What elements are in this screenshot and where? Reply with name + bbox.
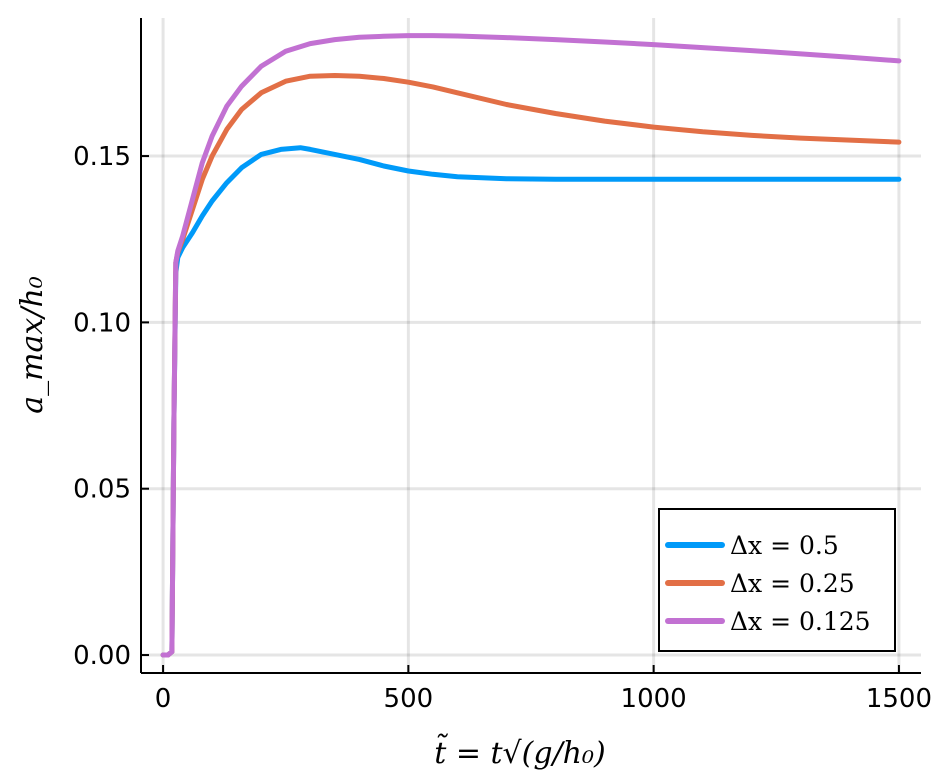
y-tick-label: 0.05: [73, 475, 131, 505]
x-tick-label: 0: [155, 684, 172, 714]
y-tick-label: 0.10: [73, 308, 131, 338]
x-axis-title: t̃ = t√(g/h₀): [434, 733, 606, 771]
x-tick-label: 1000: [621, 684, 687, 714]
x-tick-label: 1500: [866, 684, 932, 714]
series-line-3: [160, 33, 902, 658]
axes: [140, 18, 921, 674]
series-lines: [160, 33, 902, 658]
legend-label-3: Δx = 0.125: [730, 607, 871, 636]
y-tick-label: 0.15: [73, 142, 131, 172]
legend-box: [658, 508, 896, 652]
y-tick-label: 0.00: [73, 641, 131, 671]
x-tick-label: 500: [384, 684, 434, 714]
legend-label-1: Δx = 0.5: [730, 531, 839, 560]
legend: Δx = 0.5 Δx = 0.25 Δx = 0.125: [658, 508, 896, 652]
legend-label-2: Δx = 0.25: [730, 569, 855, 598]
tick-labels: 0 500 1000 1500 0.00 0.05 0.10 0.15: [73, 142, 932, 714]
y-axis-title: a_max/h₀: [15, 276, 50, 414]
